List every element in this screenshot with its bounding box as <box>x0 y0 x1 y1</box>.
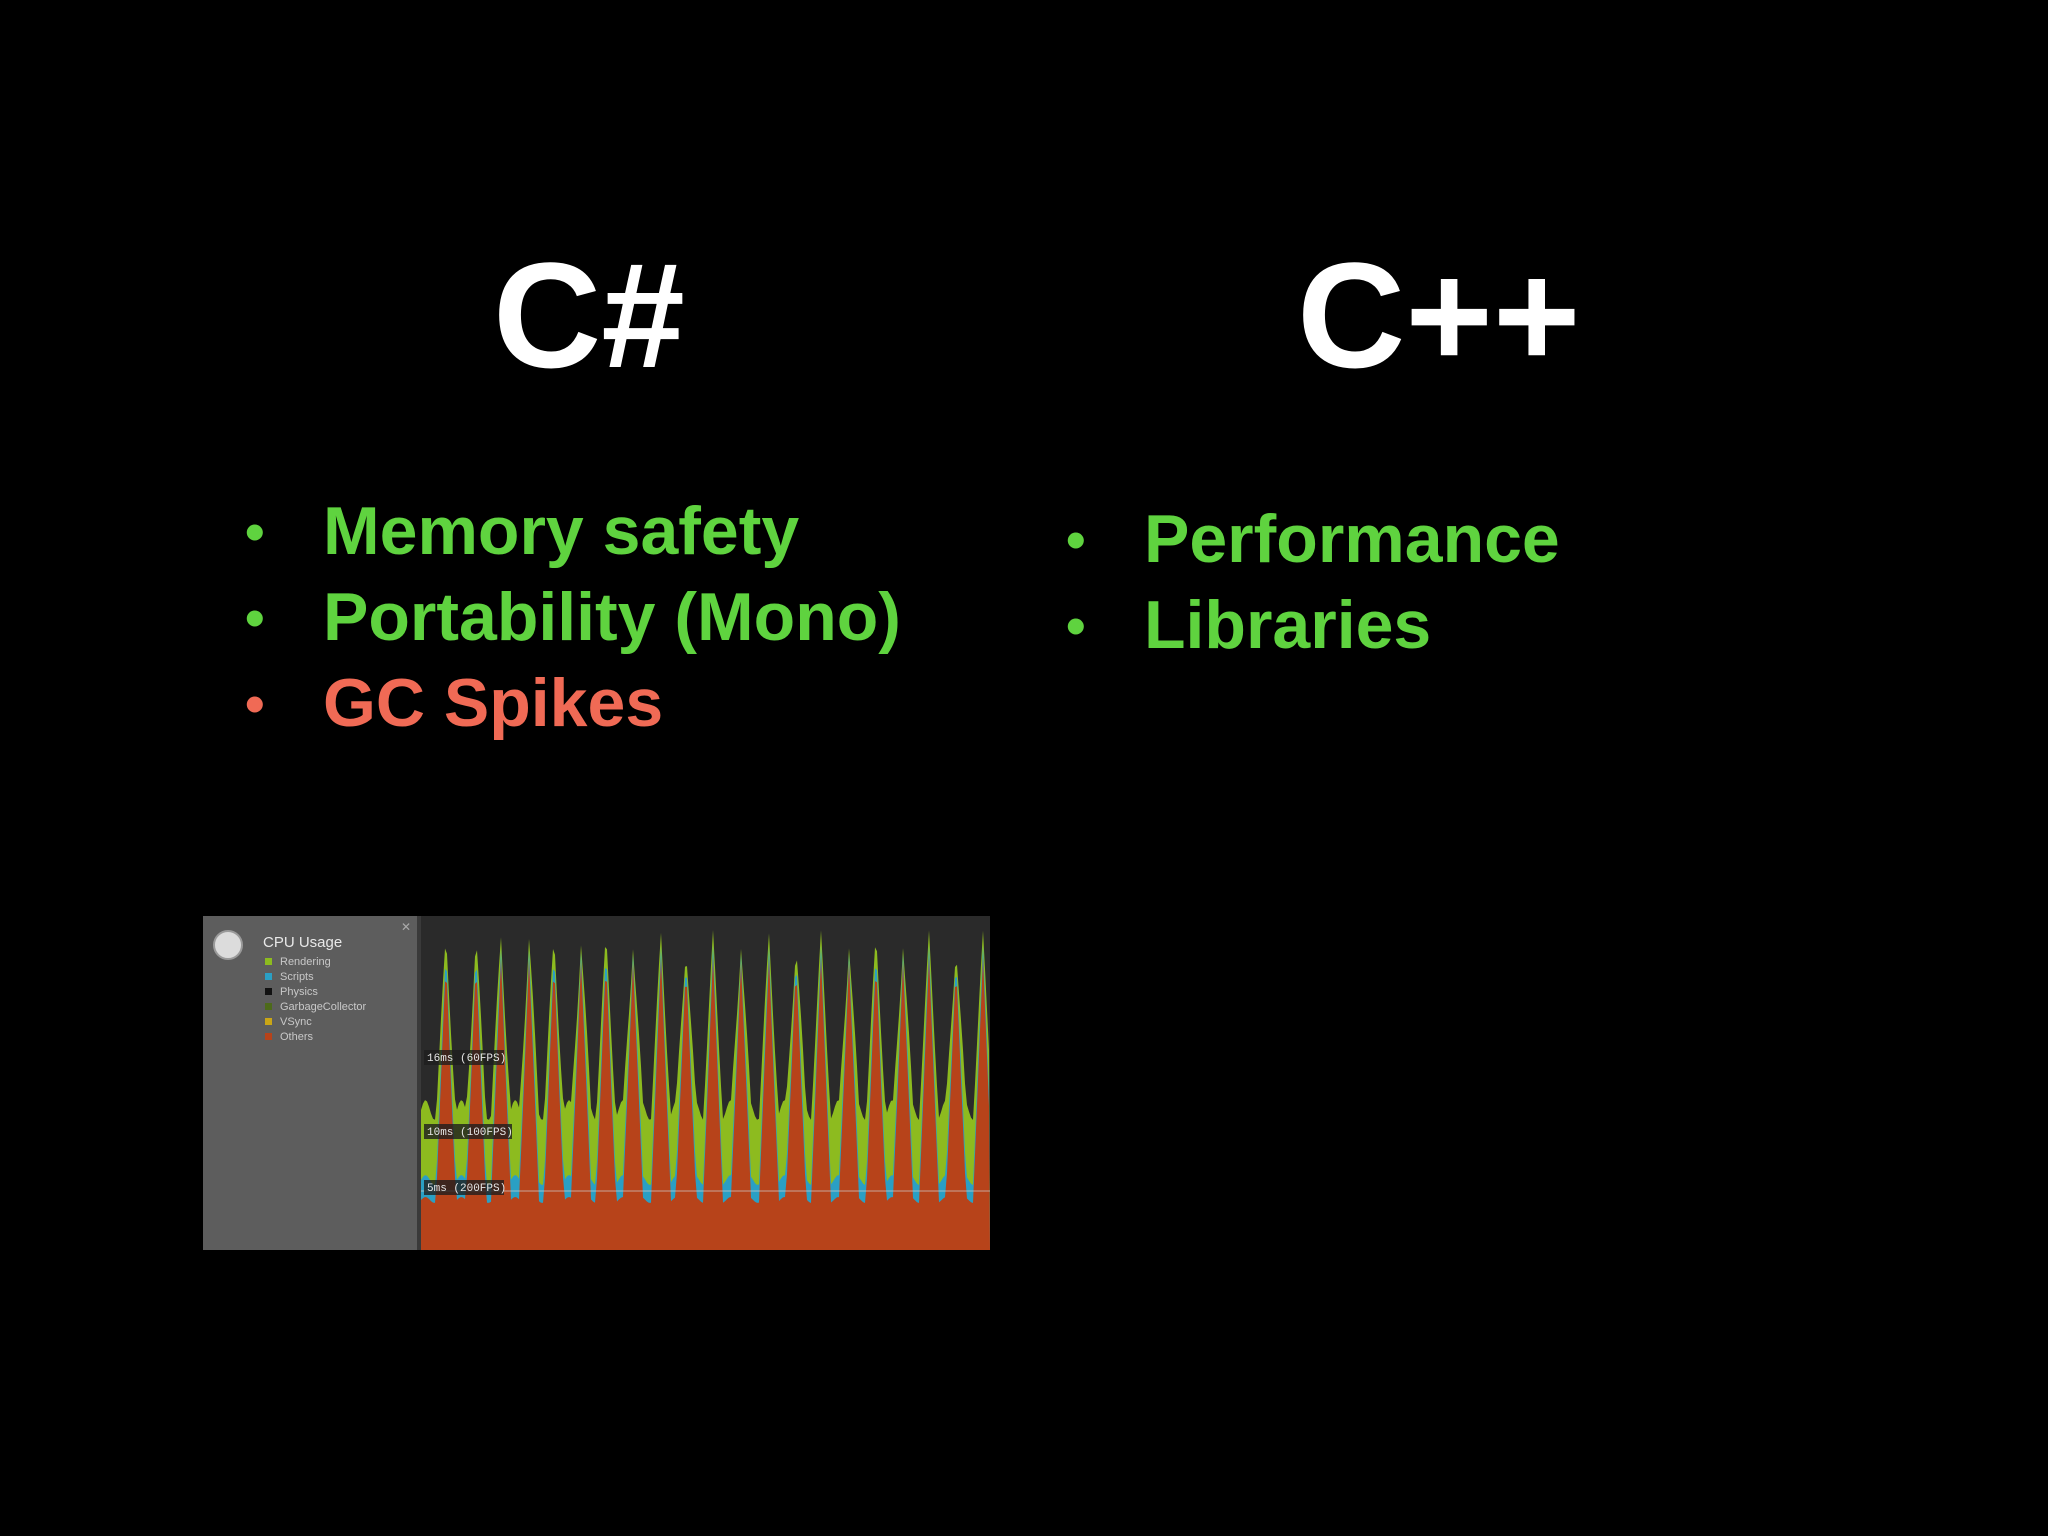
legend-item-physics: Physics <box>265 984 366 999</box>
profiler-sidebar: ✕ CPU Usage Rendering Scripts Physics Ga… <box>203 916 421 1250</box>
bullet-text: Libraries <box>1144 587 1432 663</box>
csharp-bullet-memory-safety: • Memory safety <box>245 488 901 574</box>
legend-swatch <box>265 1018 272 1025</box>
cpp-bullet-libraries: • Libraries <box>1066 582 1560 668</box>
ref-label-bg <box>424 1050 504 1065</box>
legend-swatch <box>265 958 272 965</box>
ref-label-bg <box>424 1180 504 1195</box>
csharp-title: C# <box>493 231 685 399</box>
legend-item-others: Others <box>265 1029 366 1044</box>
csharp-bullet-gc-spikes: • GC Spikes <box>245 660 901 746</box>
legend-item-vsync: VSync <box>265 1014 366 1029</box>
legend-label: Physics <box>280 985 318 998</box>
others-area <box>421 957 990 1250</box>
bullet-dot-icon: • <box>1066 507 1086 571</box>
bullet-text: GC Spikes <box>323 665 664 741</box>
bullet-text: Performance <box>1144 501 1560 577</box>
bullet-dot-icon: • <box>245 499 265 563</box>
legend-label: Others <box>280 1030 314 1043</box>
ref-label-5ms: 5ms (200FPS) <box>427 1183 506 1195</box>
profiler-module-icon <box>213 930 243 960</box>
bullet-text: Portability (Mono) <box>323 579 901 655</box>
profiler-title: CPU Usage <box>263 934 343 951</box>
legend-label: Rendering <box>280 955 331 968</box>
cpp-bullet-list: • Performance • Libraries <box>1066 496 1560 668</box>
cpp-title: C++ <box>1297 231 1581 399</box>
legend-label: GarbageCollector <box>280 1000 367 1013</box>
legend-swatch <box>265 1003 272 1010</box>
csharp-bullet-list: • Memory safety • Portability (Mono) • G… <box>245 488 901 746</box>
cpp-bullet-performance: • Performance <box>1066 496 1560 582</box>
bullet-dot-icon: • <box>1066 593 1086 657</box>
legend-item-garbage-collector: GarbageCollector <box>265 999 366 1014</box>
legend-swatch <box>265 988 272 995</box>
cpu-usage-graph: 16ms (60FPS) 10ms (100FPS) 5ms (200FPS) <box>421 916 990 1250</box>
ref-label-10ms: 10ms (100FPS) <box>427 1127 513 1139</box>
legend-item-scripts: Scripts <box>265 969 366 984</box>
legend-swatch <box>265 1033 272 1040</box>
csharp-bullet-portability: • Portability (Mono) <box>245 574 901 660</box>
ref-label-bg <box>424 1124 512 1139</box>
bullet-dot-icon: • <box>245 671 265 735</box>
cpu-profiler-screenshot: ✕ CPU Usage Rendering Scripts Physics Ga… <box>203 916 990 1250</box>
legend-label: Scripts <box>280 970 314 983</box>
profiler-legend: Rendering Scripts Physics GarbageCollect… <box>265 954 366 1044</box>
close-icon: ✕ <box>401 920 412 934</box>
legend-item-rendering: Rendering <box>265 954 366 969</box>
bullet-dot-icon: • <box>245 585 265 649</box>
ref-label-16ms: 16ms (60FPS) <box>427 1053 506 1065</box>
legend-label: VSync <box>280 1015 312 1028</box>
legend-swatch <box>265 973 272 980</box>
bullet-text: Memory safety <box>323 493 800 569</box>
